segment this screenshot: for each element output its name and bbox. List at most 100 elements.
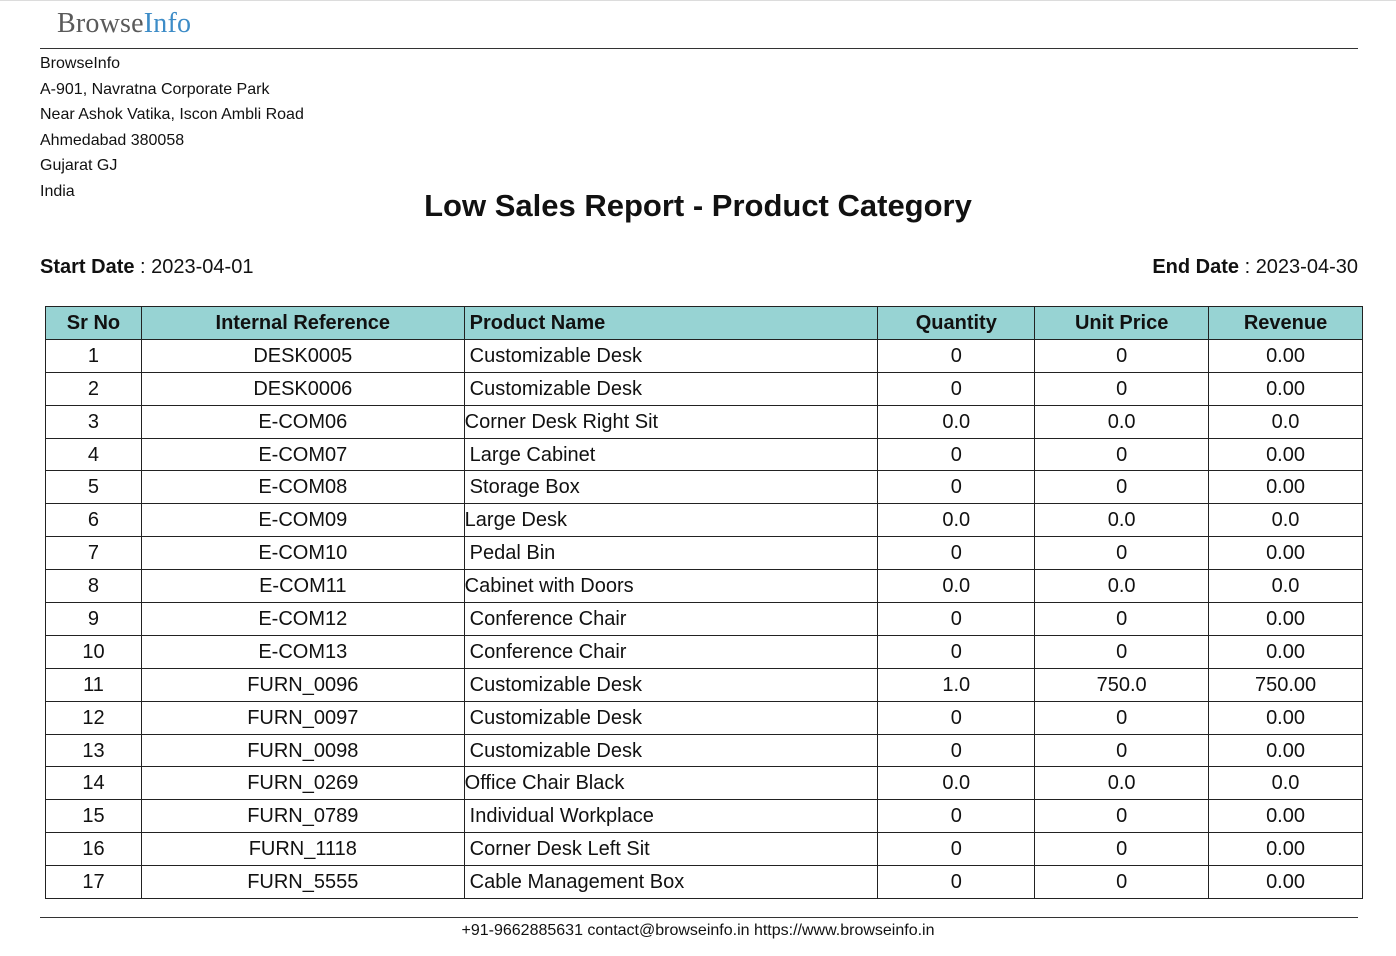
cell-sr-no: 7 xyxy=(45,536,142,571)
cell-product-name: Storage Box xyxy=(463,470,879,505)
cell-internal-reference: FURN_0269 xyxy=(140,766,465,801)
cell-product-name: Customizable Desk xyxy=(463,700,879,735)
cell-product-name: Large Desk xyxy=(463,503,879,538)
page-top-border xyxy=(0,0,1396,1)
cell-revenue: 0.00 xyxy=(1208,799,1363,834)
start-date-separator: : xyxy=(134,256,152,278)
cell-sr-no: 6 xyxy=(45,503,142,538)
start-date-value: 2023-04-01 xyxy=(151,256,254,278)
cell-quantity: 0 xyxy=(877,371,1036,406)
column-header-quantity: Quantity xyxy=(877,306,1036,340)
cell-sr-no: 5 xyxy=(45,470,142,505)
cell-revenue: 0.00 xyxy=(1208,832,1363,867)
cell-sr-no: 10 xyxy=(45,634,142,669)
cell-product-name: Conference Chair xyxy=(463,602,879,636)
table-row: 15 FURN_0789 Individual Workplace 0 0 0.00 xyxy=(45,799,1363,834)
cell-quantity: 0 xyxy=(877,865,1036,900)
cell-revenue: 0.00 xyxy=(1208,338,1363,373)
column-header-unit-price: Unit Price xyxy=(1034,306,1210,340)
cell-revenue: 0.00 xyxy=(1208,371,1363,406)
report-title: Low Sales Report - Product Category xyxy=(424,188,972,223)
table-row: 7 E-COM10 Pedal Bin 0 0 0.00 xyxy=(45,536,1363,571)
table-row: 9 E-COM12 Conference Chair 0 0 0.00 xyxy=(45,602,1363,636)
end-date-separator: : xyxy=(1239,256,1256,278)
cell-product-name: Office Chair Black xyxy=(463,766,879,801)
address-line-street: A-901, Navratna Corporate Park xyxy=(40,80,270,98)
table-row: 6 E-COM09 Large Desk 0.0 0.0 0.0 xyxy=(45,503,1363,538)
cell-quantity: 0 xyxy=(877,634,1036,669)
cell-product-name: Pedal Bin xyxy=(463,536,879,571)
cell-quantity: 0 xyxy=(877,733,1036,768)
cell-unit-price: 0 xyxy=(1034,700,1210,735)
cell-quantity: 0 xyxy=(877,832,1036,867)
table-row: 13 FURN_0098 Customizable Desk 0 0 0.00 xyxy=(45,733,1363,768)
cell-internal-reference: E-COM10 xyxy=(140,536,465,571)
cell-sr-no: 1 xyxy=(45,338,142,373)
cell-internal-reference: E-COM06 xyxy=(140,404,465,439)
cell-sr-no: 17 xyxy=(45,865,142,900)
cell-internal-reference: E-COM13 xyxy=(140,634,465,669)
table-header-row: Sr No Internal Reference Product Name Qu… xyxy=(45,306,1363,340)
cell-unit-price: 0 xyxy=(1034,470,1210,505)
cell-quantity: 0 xyxy=(877,799,1036,834)
cell-sr-no: 12 xyxy=(45,700,142,735)
cell-revenue: 0.0 xyxy=(1208,503,1363,538)
cell-sr-no: 3 xyxy=(45,404,142,439)
cell-unit-price: 0 xyxy=(1034,634,1210,669)
table-row: 2 DESK0006 Customizable Desk 0 0 0.00 xyxy=(45,371,1363,406)
company-logo: BrowseInfo xyxy=(57,6,191,42)
cell-sr-no: 16 xyxy=(45,832,142,867)
cell-unit-price: 0.0 xyxy=(1034,766,1210,801)
cell-unit-price: 0 xyxy=(1034,536,1210,571)
cell-unit-price: 0.0 xyxy=(1034,503,1210,538)
cell-revenue: 0.00 xyxy=(1208,470,1363,505)
cell-revenue: 0.00 xyxy=(1208,733,1363,768)
cell-revenue: 0.00 xyxy=(1208,700,1363,735)
cell-internal-reference: FURN_0789 xyxy=(140,799,465,834)
cell-product-name: Cable Management Box xyxy=(463,865,879,900)
cell-internal-reference: E-COM11 xyxy=(140,569,465,604)
table-body: 1 DESK0005 Customizable Desk 0 0 0.00 2 DESK000… xyxy=(45,338,1363,900)
end-date: End Date : 2023-04-30 xyxy=(1152,254,1358,280)
cell-revenue: 750.00 xyxy=(1208,667,1363,702)
cell-sr-no: 13 xyxy=(45,733,142,768)
start-date: Start Date : 2023-04-01 xyxy=(40,254,253,280)
cell-quantity: 0 xyxy=(877,602,1036,636)
table-row: 5 E-COM08 Storage Box 0 0 0.00 xyxy=(45,470,1363,505)
cell-product-name: Customizable Desk xyxy=(463,371,879,406)
company-address: BrowseInfo A-901, Navratna Corporate Par… xyxy=(40,51,304,205)
table-row: 17 FURN_5555 Cable Management Box 0 0 0.00 xyxy=(45,865,1363,900)
cell-unit-price: 0 xyxy=(1034,371,1210,406)
cell-revenue: 0.0 xyxy=(1208,569,1363,604)
cell-product-name: Corner Desk Right Sit xyxy=(463,404,879,439)
end-date-label: End Date xyxy=(1152,256,1240,278)
cell-unit-price: 750.0 xyxy=(1034,667,1210,702)
cell-product-name: Customizable Desk xyxy=(463,733,879,768)
cell-sr-no: 14 xyxy=(45,766,142,801)
cell-unit-price: 0 xyxy=(1034,865,1210,900)
column-header-internal-reference: Internal Reference xyxy=(140,306,465,340)
column-header-revenue: Revenue xyxy=(1208,306,1363,340)
cell-quantity: 0.0 xyxy=(877,766,1036,801)
logo-text-info: Info xyxy=(143,8,192,39)
column-header-product-name: Product Name xyxy=(463,306,879,340)
cell-internal-reference: E-COM09 xyxy=(140,503,465,538)
table-row: 4 E-COM07 Large Cabinet 0 0 0.00 xyxy=(45,437,1363,472)
cell-revenue: 0.00 xyxy=(1208,602,1363,636)
cell-quantity: 0.0 xyxy=(877,569,1036,604)
cell-product-name: Corner Desk Left Sit xyxy=(463,832,879,867)
cell-revenue: 0.00 xyxy=(1208,634,1363,669)
table-row: 12 FURN_0097 Customizable Desk 0 0 0.00 xyxy=(45,700,1363,735)
cell-sr-no: 4 xyxy=(45,437,142,472)
table-row: 3 E-COM06 Corner Desk Right Sit 0.0 0.0 0.0 xyxy=(45,404,1363,439)
cell-internal-reference: DESK0006 xyxy=(140,371,465,406)
cell-unit-price: 0 xyxy=(1034,437,1210,472)
cell-product-name: Individual Workplace xyxy=(463,799,879,834)
cell-quantity: 0 xyxy=(877,470,1036,505)
cell-unit-price: 0 xyxy=(1034,338,1210,373)
cell-product-name: Customizable Desk xyxy=(463,338,879,373)
address-line-company: BrowseInfo xyxy=(40,55,121,72)
footer-divider xyxy=(40,917,1358,918)
start-date-label: Start Date xyxy=(40,256,135,278)
cell-internal-reference: FURN_0096 xyxy=(140,667,465,702)
